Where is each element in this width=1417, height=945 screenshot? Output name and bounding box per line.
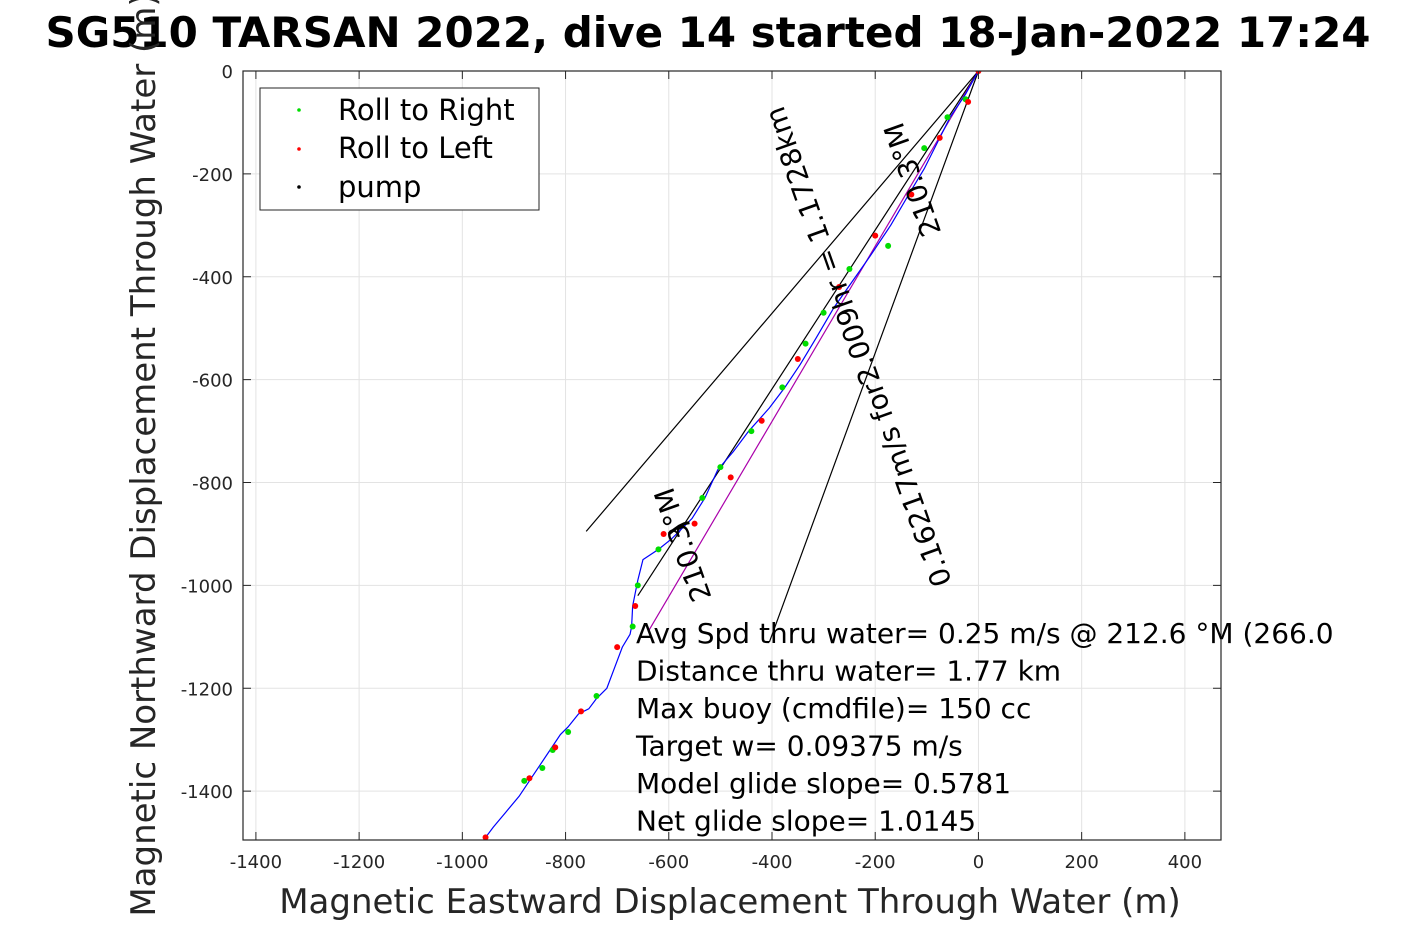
roll-right-point — [748, 428, 755, 435]
roll-left-point — [836, 284, 843, 291]
roll-left-point — [632, 602, 639, 609]
y-tick-label: -1200 — [181, 679, 233, 700]
x-tick-label: -1400 — [230, 852, 282, 873]
x-tick-label: -600 — [648, 852, 689, 873]
roll-right-point — [717, 464, 724, 471]
wedge-line — [585, 71, 979, 532]
legend-label-roll-right: Roll to Right — [338, 93, 515, 127]
y-tick-label: -600 — [192, 371, 233, 392]
roll-left-point — [936, 134, 943, 141]
roll-left-point — [482, 834, 489, 840]
roll-right-point — [802, 340, 809, 347]
annotation-line: Target w= 0.09375 m/s — [635, 730, 963, 763]
axis-ticks: -1400 -1200 -1000 -800 -600 -400 -200 0 200 400 0 -… — [181, 62, 1221, 873]
roll-right-point — [944, 114, 951, 121]
legend-marker-roll-right — [297, 108, 301, 112]
roll-right-point — [921, 145, 928, 152]
wedge-line — [637, 71, 979, 596]
roll-right-point — [539, 764, 546, 771]
legend-box — [259, 87, 540, 211]
roll-right-point — [593, 692, 600, 699]
mean-direction-line — [647, 71, 979, 632]
chart-title: SG510 TARSAN 2022, dive 14 started 18-Ja… — [45, 8, 1370, 57]
legend-marker-pump — [297, 185, 301, 189]
roll-right-point — [779, 384, 786, 391]
roll-left-point — [727, 474, 734, 481]
pump-segment — [667, 521, 690, 536]
data-marks — [482, 71, 982, 840]
roll-right-point — [634, 582, 641, 589]
wedge-line — [768, 71, 979, 643]
roll-left-point — [758, 417, 765, 424]
y-tick-label: 0 — [222, 62, 233, 83]
roll-left-point — [965, 98, 972, 105]
roll-left-point — [660, 530, 667, 537]
annotation-line: Max buoy (cmdfile)= 150 cc — [636, 692, 1031, 725]
roll-right-point — [655, 546, 662, 553]
roll-right-point — [885, 242, 892, 249]
roll-left-point — [526, 775, 533, 782]
annotation-line: Avg Spd thru water= 0.25 m/s @ 212.6 °M … — [636, 617, 1334, 650]
annotation-line: Net glide slope= 1.0145 — [636, 805, 976, 838]
x-tick-label: -1200 — [333, 852, 385, 873]
legend-label-pump: pump — [338, 170, 421, 204]
y-tick-label: -1000 — [181, 576, 233, 597]
roll-left-point — [691, 520, 698, 527]
track-line — [485, 71, 979, 838]
x-tick-label: -800 — [545, 852, 586, 873]
legend-label-roll-left: Roll to Left — [338, 131, 493, 165]
y-tick-label: -800 — [192, 474, 233, 495]
roll-left-point — [578, 708, 585, 715]
roll-right-point — [521, 777, 528, 784]
y-tick-label: -1400 — [181, 782, 233, 803]
y-axis-label: Magnetic Northward Displacement Through … — [124, 0, 164, 917]
annotation-line: Model glide slope= 0.5781 — [636, 767, 1011, 800]
y-tick-label: -200 — [192, 165, 233, 186]
x-tick-label: -200 — [855, 852, 896, 873]
roll-right-point — [629, 623, 636, 630]
x-tick-label: 400 — [1168, 852, 1202, 873]
x-tick-label: 0 — [973, 852, 984, 873]
roll-right-point — [699, 494, 706, 501]
stats-annotation: Avg Spd thru water= 0.25 m/s @ 212.6 °M … — [635, 617, 1334, 838]
roll-right-point — [820, 309, 827, 316]
roll-left-point — [614, 644, 621, 651]
x-tick-label: 200 — [1064, 852, 1098, 873]
x-tick-label: -1000 — [436, 852, 488, 873]
plot-frame — [242, 70, 1222, 841]
roll-left-point — [908, 191, 915, 198]
roll-left-point — [794, 356, 801, 363]
roll-right-point — [846, 266, 853, 273]
y-tick-label: -400 — [192, 268, 233, 289]
roll-left-point — [872, 232, 879, 239]
annotation-line: Distance thru water= 1.77 km — [636, 655, 1061, 688]
x-axis-label: Magnetic Eastward Displacement Through W… — [279, 882, 1181, 922]
legend: Roll to Right Roll to Left pump — [259, 87, 540, 211]
roll-left-point — [552, 744, 559, 751]
roll-right-point — [565, 728, 572, 735]
legend-marker-roll-left — [297, 147, 301, 151]
x-tick-label: -400 — [752, 852, 793, 873]
